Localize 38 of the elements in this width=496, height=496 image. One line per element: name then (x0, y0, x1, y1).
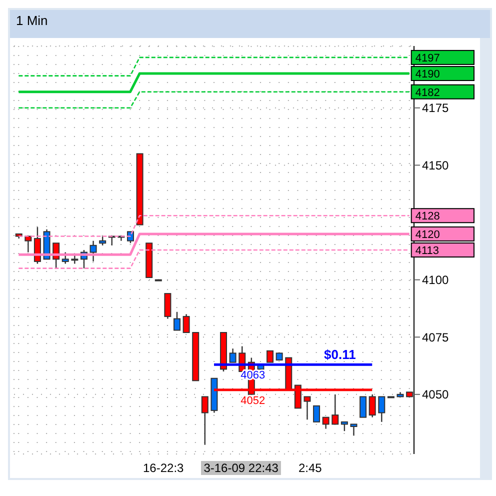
data-label: 4182 (415, 86, 440, 99)
candlestick (368, 394, 376, 418)
data-label: 4190 (415, 68, 440, 81)
data-label: 4052 (240, 394, 266, 407)
candlestick (174, 311, 180, 331)
data-label: 4197 (415, 52, 440, 64)
candlestick (322, 416, 330, 430)
text: 3-16-09 22:43 (200, 461, 282, 475)
text: 2:45 (297, 461, 323, 475)
data-label: 4128 (415, 210, 440, 223)
y-tick-label: 4100 (422, 273, 450, 288)
y-tick-label: 4075 (422, 330, 450, 344)
candlestick (304, 396, 311, 420)
candlestick (378, 396, 386, 423)
candlestick (99, 236, 106, 246)
candlestick (313, 405, 320, 422)
candlestick (360, 396, 367, 418)
candlestick (34, 226, 41, 264)
candlestick (340, 421, 348, 432)
candlestick (71, 254, 78, 264)
y-tick-label: 4150 (422, 158, 450, 172)
candlestick (62, 252, 69, 264)
annotation: $0.11 (324, 346, 356, 362)
chart-title: 1 Min (10, 10, 490, 38)
candlestick (332, 394, 339, 425)
y-tick-label: 4050 (422, 388, 450, 402)
data-label: 4120 (415, 228, 440, 241)
candlestick (229, 348, 236, 363)
candlestick (24, 236, 32, 253)
data-label: 4113 (415, 245, 440, 257)
text: 16-22:3 (142, 461, 185, 475)
candlestick (90, 240, 97, 262)
candlestick (164, 292, 172, 320)
candlestick (201, 396, 208, 446)
candlestick (350, 424, 358, 436)
candlestick (266, 350, 274, 363)
y-tick-label: 4175 (422, 101, 450, 116)
candlestick (182, 314, 190, 334)
